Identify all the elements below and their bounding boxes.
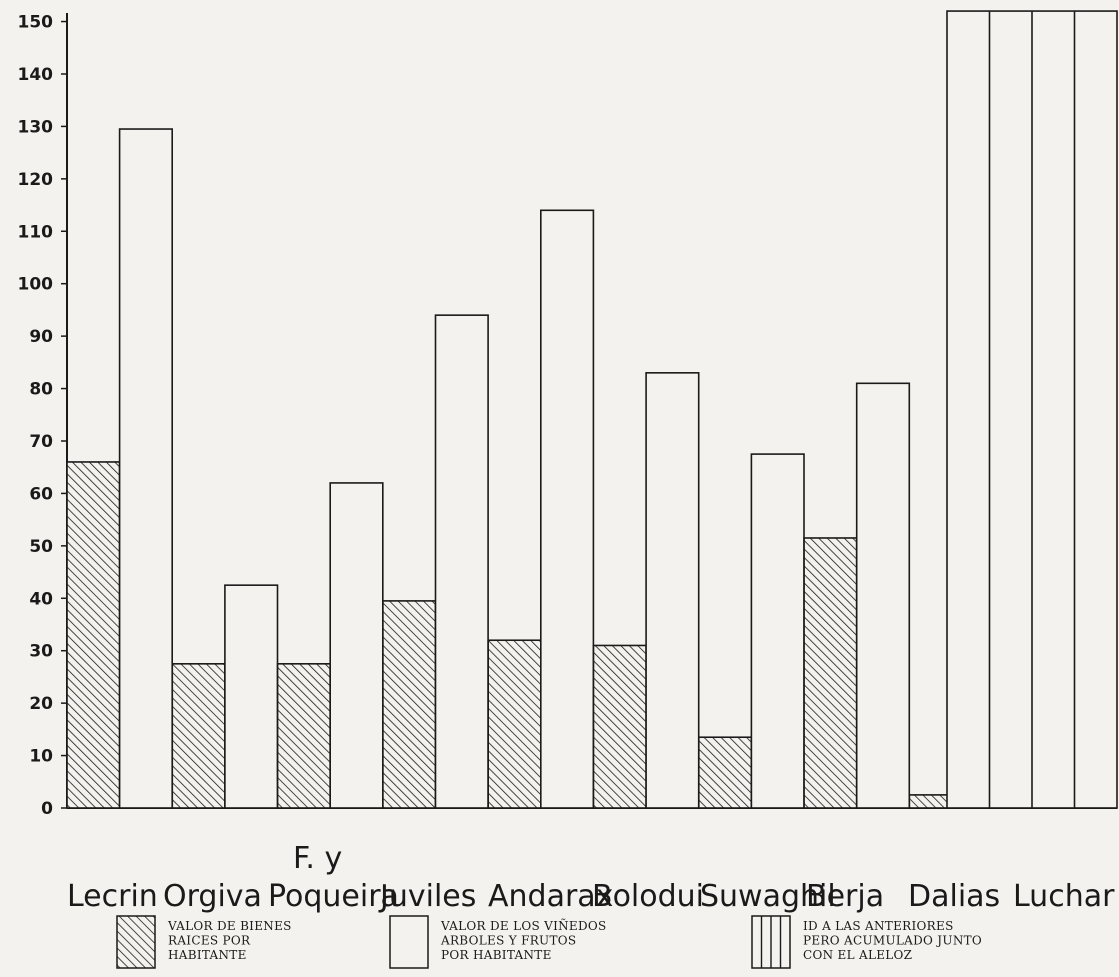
x-category-prefix: F. y	[293, 841, 342, 876]
bar-blank	[645, 372, 700, 809]
x-category-label: Dalias	[908, 879, 1000, 914]
y-tick-label: 150	[18, 13, 54, 33]
y-tick-label: 20	[29, 694, 53, 714]
legend-swatch	[389, 915, 429, 969]
bar-hatch	[487, 639, 542, 809]
bar-blank	[539, 209, 595, 809]
bar-blank	[118, 128, 173, 809]
bar-hatch	[697, 736, 753, 809]
legend-label: PERO ACUMULADO JUNTO	[803, 934, 982, 948]
legend-label: RAICES POR	[168, 934, 251, 948]
bar-hatch	[276, 663, 332, 809]
legend-label: VALOR DE BIENES	[167, 919, 292, 933]
y-tick-label: 100	[18, 275, 54, 295]
bar-hatch	[803, 537, 858, 809]
x-category-label: Luchar	[1013, 879, 1115, 914]
legend-label: POR HABITANTE	[441, 948, 552, 962]
x-category-label: Suwaghil	[700, 879, 836, 914]
y-tick-label: 90	[29, 327, 53, 347]
y-tick-label: 80	[29, 380, 53, 400]
bar-blank	[855, 382, 911, 809]
y-tick-label: 10	[29, 747, 53, 767]
y-tick-label: 50	[29, 537, 53, 557]
legend-swatch	[116, 915, 156, 969]
legend-label: ID A LAS ANTERIORES	[803, 919, 954, 933]
bar-hatch	[382, 600, 437, 809]
bar-blank	[329, 482, 384, 809]
y-tick-label: 30	[29, 642, 53, 662]
bar-hatch	[171, 663, 226, 809]
bar-hatch	[66, 461, 121, 809]
legend-label: HABITANTE	[168, 948, 247, 962]
x-category-label: Orgiva	[163, 879, 262, 914]
x-category-label: Poqueira	[268, 879, 399, 914]
legend-label: ARBOLES Y FRUTOS	[440, 934, 576, 948]
x-category-label: Berja	[806, 879, 884, 914]
y-tick-label: 40	[29, 589, 53, 609]
x-category-label: Bolodui	[592, 879, 704, 914]
x-category-label: Andarax	[488, 879, 613, 914]
bar-blank	[224, 584, 279, 809]
x-category-label: Lecrin	[67, 879, 158, 914]
y-tick-label: 60	[29, 484, 53, 504]
y-tick-label: 140	[18, 65, 54, 85]
legend-label: VALOR DE LOS VIÑEDOS	[440, 918, 607, 933]
y-tick-label: 110	[18, 222, 54, 242]
y-tick-label: 130	[18, 117, 54, 137]
y-tick-label: 0	[41, 799, 53, 819]
x-category-label: Juviles	[378, 879, 476, 914]
legend-label: CON EL ALELOZ	[803, 948, 912, 962]
bar-hatch	[592, 644, 647, 809]
y-tick-label: 70	[29, 432, 53, 452]
bar-blank	[434, 314, 489, 809]
y-tick-label: 120	[18, 170, 54, 190]
bar-blank	[750, 453, 805, 809]
